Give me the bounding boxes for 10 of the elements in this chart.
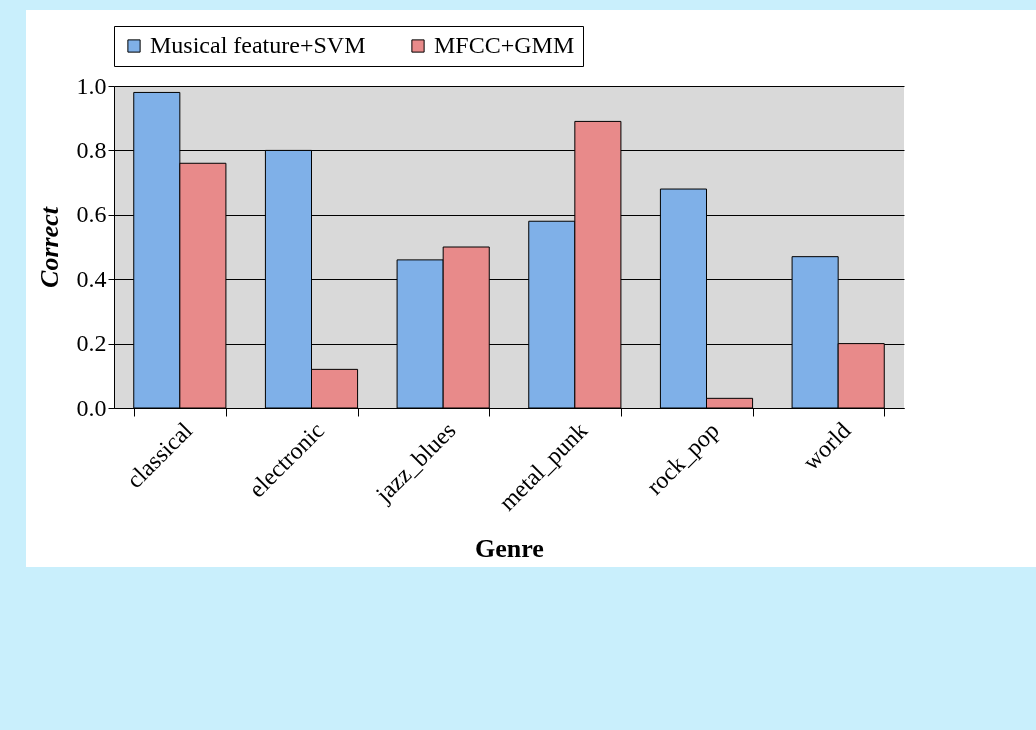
- y-tick-label: 0.4: [76, 265, 107, 292]
- x-axis-title: Genre: [475, 533, 544, 563]
- y-tick-label: 0.8: [76, 136, 107, 163]
- y-tick-label: 0.0: [76, 394, 107, 421]
- y-tick-label: 1.0: [76, 72, 107, 99]
- y-axis-title: Correct: [34, 206, 64, 288]
- y-tick-label: 0.6: [76, 201, 107, 228]
- y-tick-label: 0.2: [76, 330, 107, 357]
- legend-label: MFCC+GMM: [434, 32, 575, 58]
- legend-label: Musical feature+SVM: [150, 32, 366, 58]
